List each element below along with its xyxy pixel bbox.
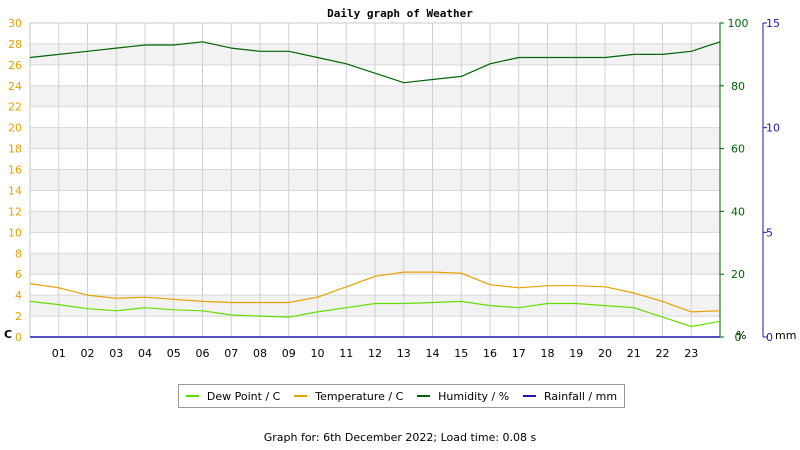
legend-swatch-temperature [294,395,308,397]
left-tick-label: 26 [8,59,22,72]
legend-label-humidity: Humidity / % [438,389,510,403]
x-tick-label: 17 [512,347,526,360]
x-tick-label: 04 [138,347,152,360]
rainfall-axis-unit-label: mm [775,329,796,342]
left-tick-label: 2 [15,310,22,323]
left-tick-label: 20 [8,122,22,135]
x-tick-label: 06 [196,347,210,360]
x-tick-label: 05 [167,347,181,360]
x-tick-label: 19 [569,347,583,360]
humidity-tick-label: 80 [731,80,745,93]
left-tick-label: 24 [8,80,22,93]
left-tick-label: 22 [8,101,22,114]
humidity-axis-ticks: 0 20 40 60 80 100 [720,17,749,344]
x-tick-label: 03 [109,347,123,360]
rainfall-axis-ticks: 0 5 10 15 [763,17,780,344]
x-tick-label: 08 [253,347,267,360]
x-tick-label: 22 [656,347,670,360]
x-tick-label: 12 [368,347,382,360]
x-axis-ticks: 01 02 03 04 05 06 07 08 09 10 11 12 13 14 15 16 17 18 19 20… [52,347,699,360]
humidity-tick-label: 0 [735,331,742,344]
x-tick-label: 23 [684,347,698,360]
x-tick-label: 02 [81,347,95,360]
legend-item-humidity: Humidity / % [417,390,509,403]
footer-status: Graph for: 6th December 2022; Load time:… [263,431,537,444]
legend-swatch-humidity [417,395,431,397]
legend-swatch-dew-point [185,395,199,397]
legend: Dew Point / C Temperature / C Humidity /… [178,384,625,408]
x-tick-label: 20 [598,347,612,360]
legend-item-temperature: Temperature / C [294,390,403,403]
legend-item-rainfall: Rainfall / mm [523,390,617,403]
legend-label-rainfall: Rainfall / mm [544,389,618,403]
series-line-dew-point [29,300,721,328]
left-axis-unit-label: C [4,328,12,341]
x-tick-label: 10 [311,347,325,360]
x-tick-label: 14 [426,347,440,360]
left-tick-label: 30 [8,17,22,30]
humidity-tick-label: 20 [731,268,745,281]
left-tick-label: 0 [15,331,22,344]
rainfall-tick-label: 10 [766,122,780,135]
left-tick-label: 14 [8,184,22,197]
left-tick-label: 8 [15,247,22,260]
humidity-tick-label: 40 [731,205,745,218]
left-tick-label: 12 [8,205,22,218]
legend-item-dew-point: Dew Point / C [185,389,281,403]
legend-label-temperature: Temperature / C [315,389,404,403]
x-tick-label: 13 [397,347,411,360]
x-tick-label: 15 [454,347,468,360]
humidity-tick-label: 60 [731,143,745,156]
grid-lines [29,22,721,338]
rainfall-tick-label: 15 [766,17,780,30]
left-tick-label: 6 [15,268,22,281]
chart-title: Daily graph of Weather [327,7,473,20]
x-tick-label: 09 [282,347,296,360]
series-line-temperature [29,271,721,313]
left-tick-label: 16 [8,164,22,177]
left-tick-label: 18 [8,143,22,156]
legend-swatch-rainfall [523,395,537,397]
x-tick-label: 07 [224,347,238,360]
x-tick-label: 16 [483,347,497,360]
x-tick-label: 21 [627,347,641,360]
x-tick-label: 11 [339,347,353,360]
legend-label-dew-point: Dew Point / C [206,389,281,403]
left-tick-label: 28 [8,38,22,51]
series-lines [29,41,721,338]
x-tick-label: 01 [52,347,66,360]
x-tick-label: 18 [541,347,555,360]
series-line-humidity [29,41,721,84]
humidity-tick-label: 100 [728,17,749,30]
left-tick-label: 10 [8,226,22,239]
humidity-axis-unit-label: % [736,329,746,342]
left-tick-label: 4 [15,289,22,302]
rainfall-tick-label: 5 [766,226,773,239]
rainfall-tick-label: 0 [766,331,773,344]
